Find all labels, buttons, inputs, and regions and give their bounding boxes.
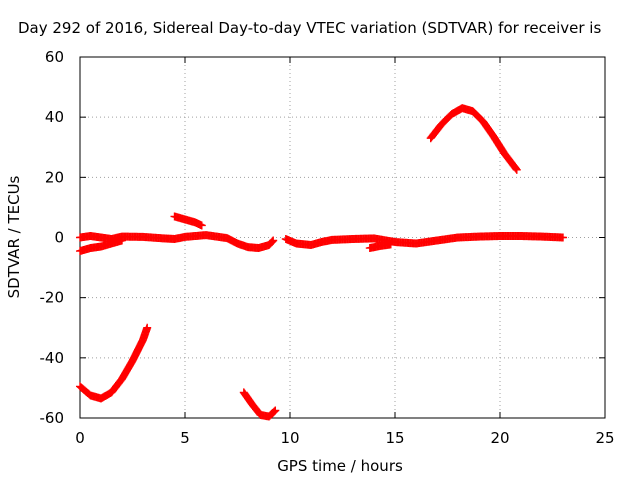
data-point (512, 165, 521, 174)
data-point (512, 164, 521, 173)
x-tick-label: 10 (280, 429, 299, 447)
data-series (365, 240, 395, 253)
data-point (143, 323, 152, 332)
data-series (76, 236, 126, 256)
data-point (269, 408, 278, 417)
data-point (271, 406, 280, 415)
x-tick-label: 20 (490, 429, 509, 447)
y-tick-label: -20 (40, 289, 65, 307)
x-axis-label: GPS time / hours (277, 457, 403, 475)
x-tick-label: 25 (595, 429, 614, 447)
x-tick-label: 0 (75, 429, 85, 447)
data-point (269, 236, 278, 245)
data-series (76, 231, 278, 253)
y-tick-label: 20 (45, 168, 64, 186)
data-point (386, 240, 395, 249)
y-tick-label: -40 (40, 349, 65, 367)
data-point (267, 238, 276, 247)
data-point (270, 407, 279, 416)
data-point (197, 221, 206, 230)
data-series (239, 388, 280, 421)
chart-title: Day 292 of 2016, Sidereal Day-to-day VTE… (18, 19, 601, 37)
y-tick-label: 60 (45, 48, 64, 66)
data-point (559, 233, 567, 242)
data-series (426, 104, 521, 174)
y-axis-label: SDTVAR / TECUs (5, 175, 23, 298)
y-tick-label: -60 (40, 409, 65, 427)
data-point (268, 237, 277, 246)
x-tick-label: 5 (180, 429, 190, 447)
data-series (170, 212, 206, 230)
y-tick-label: 0 (54, 229, 64, 247)
data-series (281, 231, 567, 250)
series-layer (76, 104, 567, 421)
x-tick-label: 15 (385, 429, 404, 447)
data-series (76, 323, 152, 403)
axis-ticks: 0 5 10 15 20 25 -60 -40 -20 0 20 40 60 (40, 48, 615, 447)
y-tick-label: 40 (45, 108, 64, 126)
data-point (118, 236, 126, 245)
